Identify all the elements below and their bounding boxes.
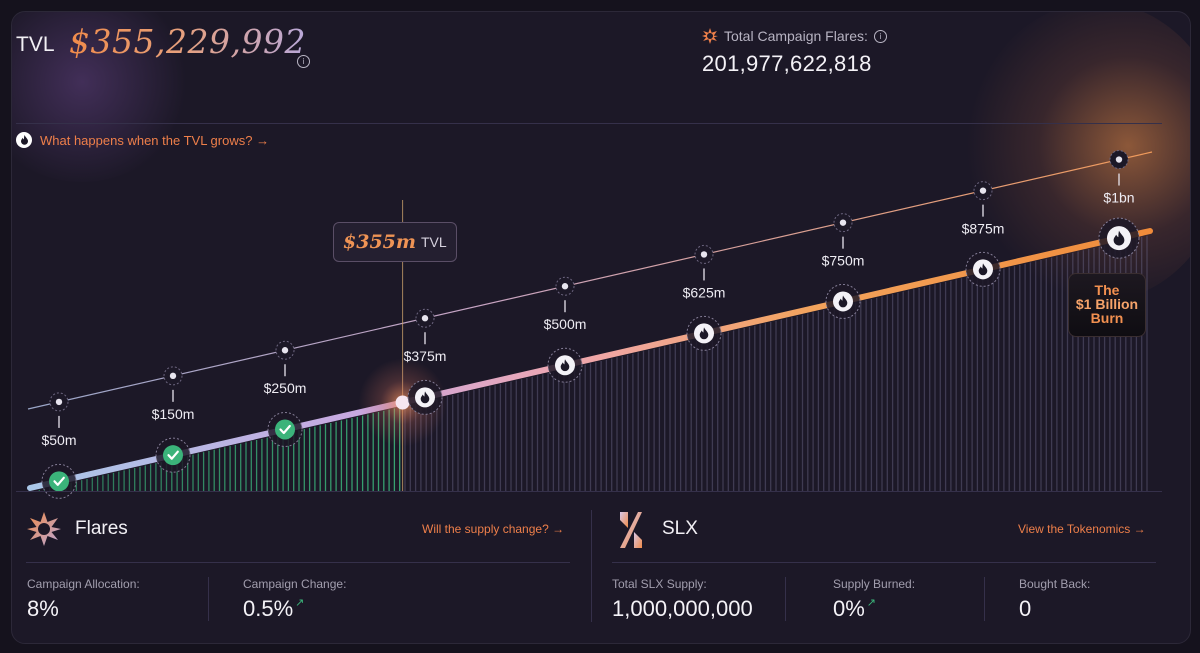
campaign-change-value-wrap: 0.5% ↗	[243, 596, 304, 622]
milestone-label: $625m	[683, 284, 726, 300]
slx-title: SLX	[662, 518, 698, 539]
supply-change-link[interactable]: Will the supply change? →	[422, 522, 565, 536]
supply-burned-value-wrap: 0% ↗	[833, 596, 876, 622]
milestone-label: $1bn	[1103, 190, 1134, 206]
milestone-label: $150m	[152, 406, 195, 422]
slx-logo-icon	[620, 512, 642, 548]
milestone-label: $500m	[544, 316, 587, 332]
globe-decoration	[967, 12, 1190, 302]
milestone-label: $375m	[404, 348, 447, 364]
flare-star-icon	[702, 28, 718, 44]
campaign-allocation-label: Campaign Allocation:	[27, 577, 140, 591]
milestone-reached-badge	[275, 419, 295, 440]
current-tvl-suffix: TVL	[421, 234, 447, 250]
milestone-guide-dot	[281, 347, 289, 354]
what-happens-link[interactable]: What happens when the TVL grows? →	[16, 132, 269, 148]
milestone-label: $50m	[41, 432, 76, 448]
fire-icon	[699, 327, 709, 340]
bought-back-label: Bought Back:	[1019, 577, 1091, 591]
supply-burned-value: 0%	[833, 596, 865, 621]
milestone-guide-dot	[421, 315, 429, 322]
fire-icon	[16, 132, 32, 148]
milestone-guide-dot	[839, 219, 847, 226]
fire-icon	[1113, 230, 1125, 246]
burn-line-1: The	[1094, 282, 1120, 298]
header-divider	[16, 123, 1162, 124]
total-supply-label: Total SLX Supply:	[612, 577, 707, 591]
flares-logo-icon	[27, 512, 61, 546]
check-icon	[279, 424, 291, 435]
milestone-guide-dot	[561, 283, 569, 290]
milestone-reached-badge	[49, 471, 69, 492]
milestones-group: $50m $150m $250m $375m $500m $625m $750m $875m $…	[41, 150, 1140, 499]
fire-icon	[560, 359, 570, 372]
bought-back-value: 0	[1019, 596, 1032, 621]
slx-stat-divider-1	[785, 577, 786, 621]
section-divider	[591, 510, 592, 622]
billion-burn-badge: The $1 Billion Burn	[1068, 273, 1146, 337]
total-flares-header: Total Campaign Flares: i	[702, 28, 887, 44]
chart-bottom-divider	[16, 491, 1162, 492]
tvl-dashboard-card	[11, 11, 1191, 644]
total-flares-label: Total Campaign Flares:	[724, 28, 868, 44]
tvl-info-icon[interactable]: i	[297, 55, 310, 68]
check-icon	[53, 476, 65, 486]
burn-line-3: Burn	[1090, 310, 1124, 326]
milestone-guide-dot	[1115, 156, 1123, 163]
milestone-reached-badge	[163, 445, 183, 466]
tvl-value: $355,229,992	[69, 22, 306, 61]
campaign-change-label: Campaign Change:	[243, 577, 347, 591]
fire-icon	[978, 263, 988, 276]
tvl-progress-line	[27, 228, 1153, 491]
trend-up-icon: ↗	[295, 597, 305, 609]
check-icon	[167, 450, 179, 460]
fire-icon	[420, 391, 430, 404]
milestone-label: $750m	[822, 253, 865, 269]
milestone-label: $875m	[962, 221, 1005, 237]
current-tvl-tag: $355m TVL	[333, 222, 457, 262]
fire-icon	[838, 295, 848, 308]
slx-stat-divider-2	[984, 577, 985, 621]
current-tvl-value: $355m	[343, 231, 416, 253]
campaign-change-value: 0.5%	[243, 596, 294, 621]
milestone-guide-dot	[979, 187, 987, 194]
flares-divider	[26, 562, 570, 563]
milestone-guide-dot	[700, 251, 708, 258]
tvl-bars-group	[33, 235, 1148, 492]
milestone-guide-dot	[55, 398, 63, 406]
slx-divider	[612, 562, 1156, 563]
total-supply-value: 1,000,000,000	[612, 596, 753, 621]
milestone-guide-dot	[169, 372, 177, 380]
milestone-label: $250m	[264, 380, 307, 396]
flares-stat-divider	[208, 577, 209, 621]
milestone-guide-line	[27, 151, 1153, 410]
view-tokenomics-link[interactable]: View the Tokenomics →	[1018, 522, 1146, 536]
burn-line-2: $1 Billion	[1075, 296, 1139, 312]
flares-info-icon[interactable]: i	[873, 29, 887, 43]
flares-title: Flares	[75, 518, 128, 539]
what-happens-text: What happens when the TVL grows? →	[40, 132, 270, 148]
tvl-label: TVL	[16, 33, 55, 56]
total-flares-value: 201,977,622,818	[702, 51, 872, 76]
supply-burned-label: Supply Burned:	[833, 577, 916, 591]
campaign-allocation-value: 8%	[27, 596, 59, 621]
current-tvl-dot	[395, 395, 410, 410]
trend-up-icon: ↗	[866, 597, 877, 609]
